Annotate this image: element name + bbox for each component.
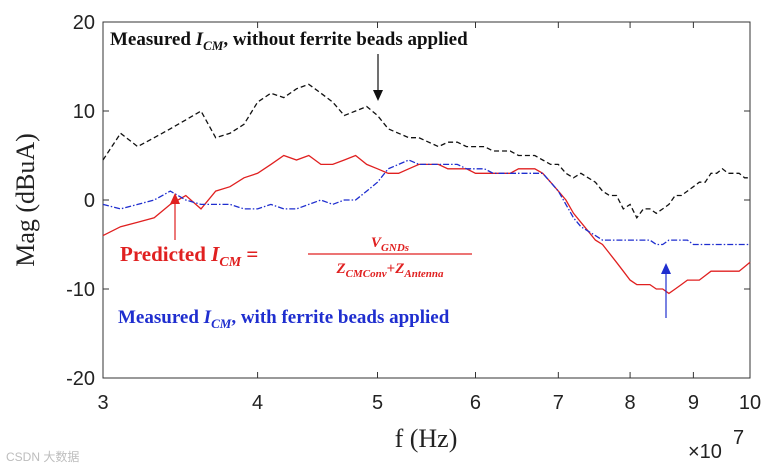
annotation-predicted: Predicted ICM = VGNDs ZCMConv+ZAntenna <box>120 235 472 280</box>
svg-text:VGNDs: VGNDs <box>371 235 409 254</box>
y-tick-label: 10 <box>73 101 95 123</box>
y-tick-label: 0 <box>84 190 95 212</box>
annotation-measured-with-ferrite: Measured ICM, with ferrite beads applied <box>118 307 450 331</box>
series-line-2 <box>102 154 751 295</box>
x-tick-label: 4 <box>252 392 263 414</box>
y-tick-label: 20 <box>73 12 95 34</box>
y-axis-label: Mag (dBuA) <box>11 133 40 267</box>
y-tick-label: -20 <box>66 368 95 390</box>
watermark: CSDN 大数据 <box>6 450 80 464</box>
x-tick-label: 5 <box>372 392 383 414</box>
svg-text:Predicted ICM =: Predicted ICM = <box>120 242 258 270</box>
x-tick-label: 8 <box>625 392 636 414</box>
arrow-blue-head <box>661 263 671 274</box>
arrow-red-head <box>170 193 180 204</box>
annotation-measured-without-ferrite: Measured ICM, without ferrite beads appl… <box>110 29 468 53</box>
annotation-arrows <box>170 54 671 318</box>
series-line-3 <box>102 159 750 246</box>
x-exponent: ×10 7 <box>688 427 744 463</box>
series-line-1 <box>102 83 750 220</box>
y-tick-label: -10 <box>66 279 95 301</box>
x-tick-label: 9 <box>688 392 699 414</box>
x-tick-label: 7 <box>553 392 564 414</box>
x-exponent-power: 7 <box>733 427 744 449</box>
x-tick-label: 10 <box>739 392 761 414</box>
x-axis-ticks: 3 4 5 6 7 8 9 10 <box>97 22 761 414</box>
y-axis-ticks: 20 10 0 -10 -20 <box>66 12 750 390</box>
x-axis-label: f (Hz) <box>395 424 458 453</box>
x-exponent-base: ×10 <box>688 441 722 463</box>
series-layer <box>102 83 751 295</box>
svg-text:ZCMConv+ZAntenna: ZCMConv+ZAntenna <box>335 261 444 280</box>
x-tick-label: 6 <box>470 392 481 414</box>
x-tick-label: 3 <box>97 392 108 414</box>
arrow-black-head <box>373 90 383 101</box>
